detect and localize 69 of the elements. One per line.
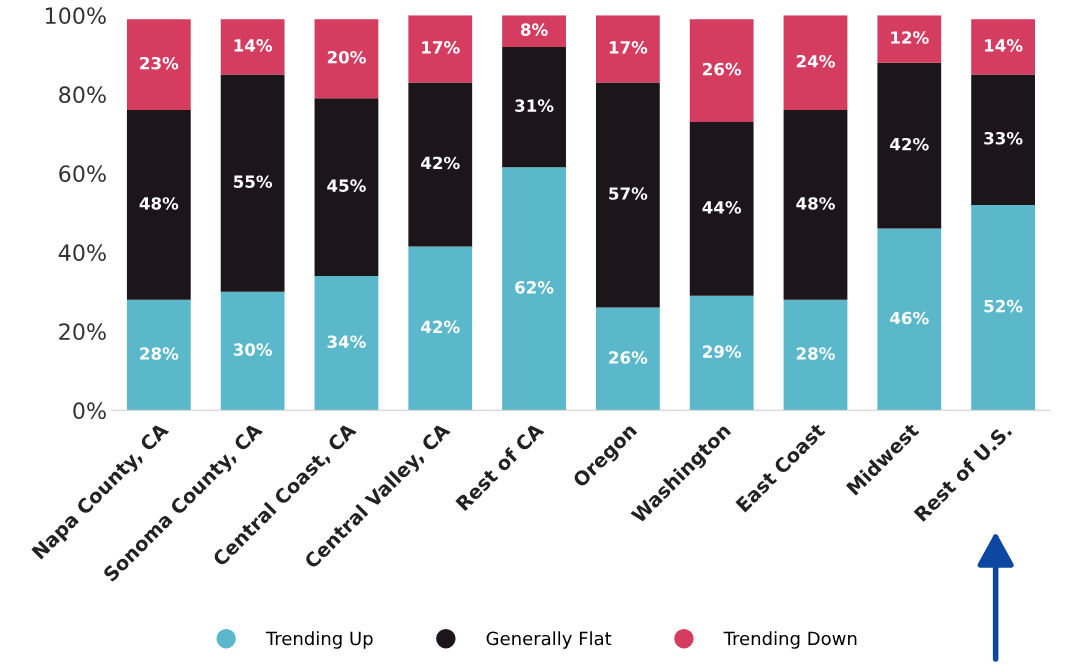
bar — [595, 82, 660, 308]
y-tick-label: 0% — [73, 402, 106, 420]
bar — [595, 15, 660, 83]
data-label: 62% — [515, 281, 554, 294]
data-label: 45% — [327, 179, 366, 192]
data-label: 42% — [890, 137, 929, 151]
bar — [971, 204, 1035, 411]
bar — [783, 299, 848, 411]
data-label: 17% — [422, 41, 460, 54]
data-label: 23% — [140, 56, 179, 70]
data-label: 31% — [515, 99, 554, 112]
bar — [408, 15, 473, 83]
y-tick-label: 40% — [58, 244, 106, 262]
bar — [314, 98, 379, 276]
bar — [220, 291, 285, 411]
data-label: 48% — [796, 197, 835, 210]
bar — [689, 19, 754, 122]
data-label: 46% — [890, 311, 929, 325]
bar — [502, 46, 566, 168]
data-label: 52% — [984, 299, 1023, 313]
y-tick-label: 20% — [59, 323, 106, 341]
data-label: 28% — [140, 347, 179, 360]
data-label: 42% — [421, 156, 460, 170]
data-label: 20% — [327, 50, 366, 64]
data-label: 14% — [234, 39, 273, 52]
bar — [314, 276, 379, 411]
legend-label: Trending Down — [723, 631, 857, 649]
bar — [971, 19, 1035, 75]
bar — [408, 246, 473, 411]
bar — [877, 15, 942, 63]
bar — [877, 228, 942, 411]
y-tick-label: 100% — [45, 7, 106, 25]
data-label: 17% — [609, 41, 648, 54]
bar — [689, 121, 754, 296]
y-tick-label: 60% — [59, 165, 106, 183]
bar — [595, 307, 660, 411]
data-label: 42% — [421, 320, 460, 334]
legend-label: Trending Up — [265, 631, 373, 649]
data-label: 57% — [609, 187, 648, 200]
bar — [126, 110, 191, 300]
bar — [783, 110, 848, 300]
bar — [971, 74, 1035, 205]
data-label: 24% — [796, 54, 835, 68]
legend-label: Generally Flat — [486, 631, 612, 649]
data-label: 34% — [327, 335, 366, 348]
bar — [408, 82, 473, 247]
bar — [126, 19, 191, 111]
bar — [877, 62, 942, 229]
data-label: 30% — [233, 343, 273, 356]
data-label: 29% — [703, 345, 742, 358]
data-label: 55% — [233, 175, 273, 189]
bar — [689, 295, 754, 411]
data-label: 8% — [520, 23, 548, 36]
bar — [502, 167, 566, 411]
data-label: 26% — [609, 351, 648, 364]
y-tick-label: 80% — [59, 86, 106, 104]
bar — [220, 19, 285, 75]
data-label: 44% — [702, 201, 742, 214]
data-label: 12% — [891, 31, 929, 44]
bar — [220, 74, 285, 292]
bar — [126, 299, 191, 411]
bar — [502, 15, 566, 47]
bar — [783, 15, 848, 111]
bar — [314, 19, 379, 99]
data-label: 26% — [703, 62, 742, 76]
data-label: 28% — [796, 347, 835, 360]
data-label: 48% — [139, 197, 179, 210]
data-label: 14% — [985, 39, 1023, 52]
data-label: 33% — [984, 131, 1023, 145]
